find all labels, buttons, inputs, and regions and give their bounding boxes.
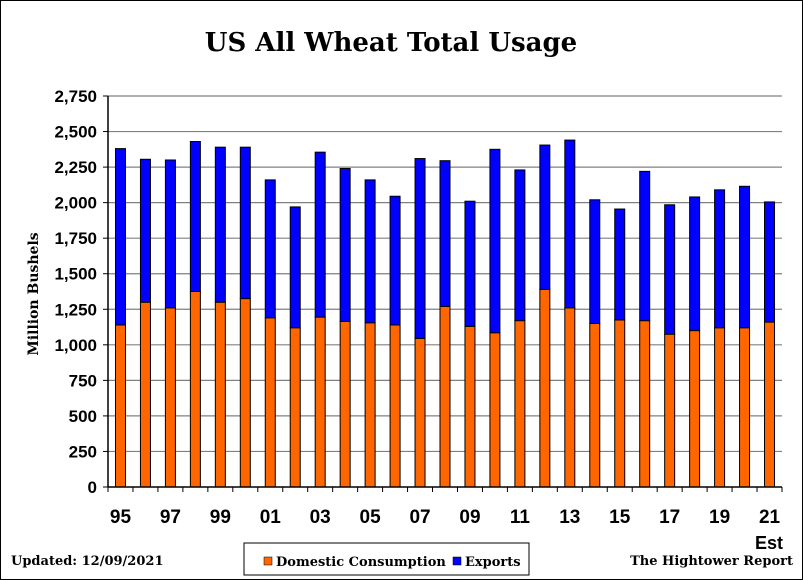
bar-exports-20 bbox=[739, 185, 751, 329]
bar-exports-11 bbox=[514, 169, 526, 322]
y-tick-labels: 0 250 500 750 1,000 1,250 1,500 1,750 2,000 2,250… bbox=[54, 87, 108, 497]
bar-domestic-04 bbox=[339, 320, 351, 488]
x-tick-label: 21 bbox=[759, 507, 781, 528]
bar-exports-98 bbox=[189, 140, 201, 292]
bar-exports-02 bbox=[289, 206, 301, 329]
x-tick-label: 95 bbox=[110, 507, 132, 528]
y-tick-label: 1,750 bbox=[54, 229, 97, 248]
x-tick-label: 09 bbox=[459, 507, 480, 528]
y-tick-label: 750 bbox=[69, 371, 97, 390]
x-tick-label: 15 bbox=[609, 507, 631, 528]
x-tick-labels: 95 97 99 01 03 05 07 09 11 13 15 17 19 21 bbox=[107, 487, 783, 528]
bar-domestic-00 bbox=[239, 298, 251, 488]
legend: Domestic Consumption Exports bbox=[243, 542, 530, 576]
x-tick-label: 03 bbox=[310, 507, 331, 528]
bar-domestic-96 bbox=[139, 301, 151, 488]
bar-domestic-05 bbox=[364, 322, 376, 488]
bar-exports-15 bbox=[614, 208, 626, 321]
bar-exports-00 bbox=[239, 146, 251, 300]
bar-domestic-07 bbox=[414, 337, 426, 488]
bar-exports-01 bbox=[264, 179, 276, 319]
legend-swatch-exports bbox=[452, 556, 462, 566]
bar-exports-10 bbox=[489, 148, 501, 334]
legend-swatch-domestic bbox=[263, 556, 273, 566]
x-tick-label: 13 bbox=[559, 507, 580, 528]
bar-domestic-10 bbox=[489, 332, 501, 488]
bar-domestic-17 bbox=[664, 333, 676, 488]
x-tick-label: 97 bbox=[160, 507, 181, 528]
bar-domestic-99 bbox=[214, 301, 226, 488]
bar-domestic-02 bbox=[289, 327, 301, 488]
x-tick-label: 01 bbox=[260, 507, 282, 528]
bar-exports-08 bbox=[439, 160, 451, 307]
bar-exports-05 bbox=[364, 179, 376, 324]
bar-exports-12 bbox=[539, 144, 551, 290]
y-tick-label: 1,250 bbox=[54, 300, 97, 319]
legend-box bbox=[243, 542, 530, 576]
bar-domestic-06 bbox=[389, 324, 401, 488]
chart-title: US All Wheat Total Usage bbox=[205, 28, 577, 58]
source-credit: The Hightower Report bbox=[630, 554, 793, 569]
x-tick-label: 05 bbox=[360, 507, 382, 528]
bar-domestic-19 bbox=[714, 327, 726, 488]
bar-domestic-16 bbox=[639, 320, 651, 488]
bar-exports-18 bbox=[689, 196, 701, 332]
bar-exports-17 bbox=[664, 204, 676, 335]
y-tick-label: 2,250 bbox=[54, 158, 97, 177]
y-tick-label: 2,500 bbox=[54, 123, 97, 142]
bar-exports-97 bbox=[164, 159, 176, 309]
y-tick-label: 2,750 bbox=[54, 87, 97, 106]
bar-exports-95 bbox=[114, 148, 126, 326]
bar-exports-06 bbox=[389, 195, 401, 326]
bar-domestic-03 bbox=[314, 316, 326, 488]
bar-exports-09 bbox=[464, 200, 476, 327]
axes bbox=[107, 96, 782, 488]
y-tick-label: 0 bbox=[88, 478, 97, 497]
x-tick-label: 17 bbox=[659, 507, 680, 528]
bar-domestic-09 bbox=[464, 325, 476, 488]
bar-domestic-97 bbox=[164, 307, 176, 488]
bar-exports-07 bbox=[414, 158, 426, 339]
y-tick-label: 500 bbox=[69, 407, 97, 426]
y-tick-label: 1,500 bbox=[54, 265, 97, 284]
bar-domestic-98 bbox=[189, 291, 201, 488]
bar-domestic-13 bbox=[564, 307, 576, 488]
x-tick-label: 99 bbox=[210, 507, 231, 528]
bar-domestic-11 bbox=[514, 320, 526, 488]
bar-domestic-08 bbox=[439, 305, 451, 488]
x-annotation-est: Est bbox=[755, 533, 783, 553]
bar-exports-96 bbox=[139, 158, 151, 303]
bar-domestic-95 bbox=[114, 324, 126, 488]
bar-exports-99 bbox=[214, 146, 226, 303]
bar-exports-13 bbox=[564, 139, 576, 309]
x-tick-label: 07 bbox=[409, 507, 430, 528]
bar-domestic-14 bbox=[589, 322, 601, 488]
bar-exports-16 bbox=[639, 170, 651, 322]
x-tick-label: 11 bbox=[510, 507, 531, 528]
bars bbox=[114, 139, 776, 488]
y-tick-label: 2,000 bbox=[54, 194, 97, 213]
bar-domestic-15 bbox=[614, 319, 626, 488]
updated-date: Updated: 12/09/2021 bbox=[11, 554, 164, 569]
bar-exports-03 bbox=[314, 151, 326, 318]
legend-label-domestic: Domestic Consumption bbox=[276, 555, 446, 570]
legend-label-exports: Exports bbox=[465, 555, 521, 570]
bar-exports-04 bbox=[339, 168, 351, 322]
bar-exports-19 bbox=[714, 189, 726, 329]
bar-domestic-12 bbox=[539, 288, 551, 488]
bar-domestic-21 bbox=[764, 321, 776, 488]
bar-exports-14 bbox=[589, 199, 601, 324]
bar-exports-21 bbox=[764, 201, 776, 323]
bar-domestic-20 bbox=[739, 327, 751, 488]
y-tick-label: 1,000 bbox=[54, 336, 97, 355]
y-axis-label: Million Bushels bbox=[26, 232, 42, 355]
x-tick-label: 19 bbox=[709, 507, 730, 528]
bar-domestic-18 bbox=[689, 330, 701, 488]
bar-domestic-01 bbox=[264, 317, 276, 488]
y-tick-label: 250 bbox=[69, 442, 97, 461]
